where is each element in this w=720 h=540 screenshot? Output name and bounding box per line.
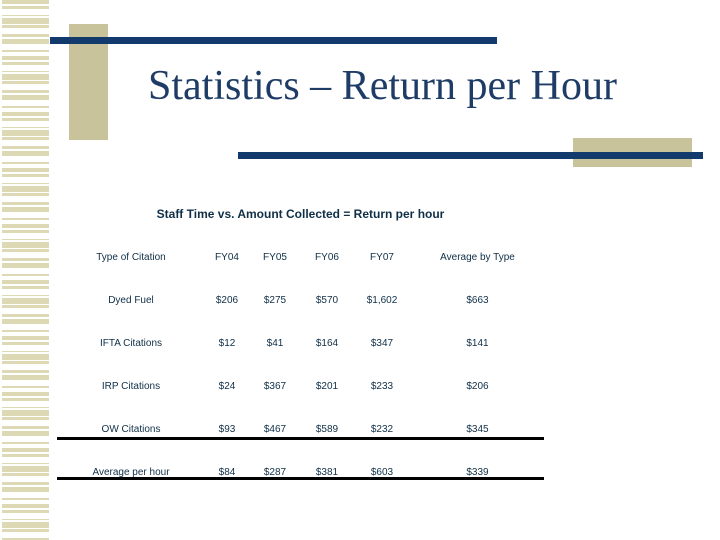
column-header: Average by Type	[440, 252, 515, 263]
table-value: $367	[263, 381, 287, 392]
table-value: $1,602	[366, 295, 398, 306]
row-label: Average per hour	[92, 467, 170, 478]
slide-title: Statistics – Return per Hour	[148, 63, 617, 109]
left-stripe-decoration	[2, 0, 49, 540]
table-value: $201	[315, 381, 339, 392]
row-label: IRP Citations	[101, 381, 161, 392]
table-header-row: Type of Citation FY04 FY05 FY06 FY07 Ave…	[57, 236, 544, 279]
table-separator-line-top	[57, 437, 544, 440]
table-value: $287	[263, 467, 287, 478]
column-header: FY05	[263, 252, 287, 263]
table-value: $232	[370, 424, 394, 435]
row-label: IFTA Citations	[99, 338, 163, 349]
table-value: $603	[370, 467, 394, 478]
table-row: IRP Citations $24 $367 $201 $233 $206	[57, 365, 544, 408]
table-value: $345	[466, 424, 489, 435]
table-value: $467	[263, 424, 287, 435]
table-row: Dyed Fuel $206 $275 $570 $1,602 $663	[57, 279, 544, 322]
column-header: FY07	[370, 252, 394, 263]
table-value: $663	[466, 295, 489, 306]
table-value: $24	[218, 381, 236, 392]
table-value: $381	[315, 467, 339, 478]
row-label: OW Citations	[101, 424, 161, 435]
table-value: $141	[466, 338, 489, 349]
top-navy-bar	[50, 37, 497, 44]
table-row: IFTA Citations $12 $41 $164 $347 $141	[57, 322, 544, 365]
column-header: FY04	[215, 252, 239, 263]
table-value: $41	[266, 338, 284, 349]
table-value: $233	[370, 381, 394, 392]
table-value: $164	[315, 338, 339, 349]
table-value: $339	[466, 467, 489, 478]
table-value: $589	[315, 424, 339, 435]
table-value: $206	[215, 295, 239, 306]
table-value: $570	[315, 295, 339, 306]
table-caption: Staff Time vs. Amount Collected = Return…	[156, 207, 445, 221]
table-value: $275	[263, 295, 287, 306]
title-underline-navy-bar	[238, 152, 703, 159]
table-value: $12	[218, 338, 236, 349]
table-value: $93	[218, 424, 236, 435]
table-value: $206	[466, 381, 489, 392]
column-header: Type of Citation	[96, 252, 166, 263]
column-header: FY06	[315, 252, 339, 263]
table-separator-line-bottom	[57, 477, 544, 480]
statistics-table: Type of Citation FY04 FY05 FY06 FY07 Ave…	[57, 236, 544, 494]
table-row-average: Average per hour $84 $287 $381 $603 $339	[57, 451, 544, 494]
row-label: Dyed Fuel	[108, 295, 154, 306]
table-value: $347	[370, 338, 394, 349]
table-value: $84	[218, 467, 236, 478]
table-row: OW Citations $93 $467 $589 $232 $345	[57, 408, 544, 451]
